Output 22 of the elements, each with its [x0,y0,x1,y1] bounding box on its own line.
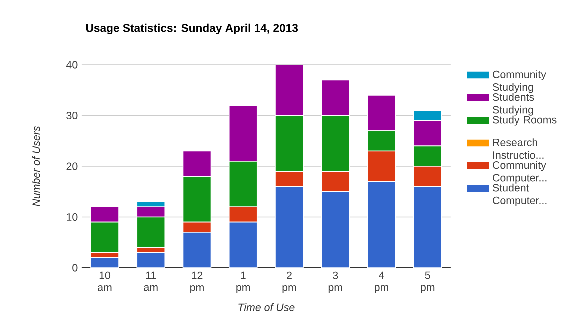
x-tick-label: 5 pm [421,272,435,294]
x-tick-label: 10 am [98,272,112,292]
x-tick-label: 12 pm [190,272,204,294]
legend-label: Community Computer... [493,161,547,184]
chart-title: Usage Statistics: Sunday April 14, 2013 [86,24,298,35]
legend-label: Student Computer... [492,184,547,207]
legend-label: Students Studying [492,93,534,116]
y-tick-label: 40 [66,61,78,69]
x-tick-label: 2 pm [282,272,296,294]
legend-label: Study Rooms [492,116,557,126]
y-tick-label: 20 [66,162,78,170]
y-tick-label: 0 [72,264,78,272]
x-tick-label: 3 pm [328,272,342,294]
y-axis-title: Number of Users [32,126,40,206]
x-axis-title: Time of Use [238,304,295,312]
x-tick-label: 4 pm [375,272,388,294]
legend-label: Community Studying [492,70,546,94]
x-tick-label: 1 pm [236,272,250,294]
legend-label: Research Instructio... [493,138,544,160]
x-tick-label: 11 am [144,272,158,292]
y-tick-label: 30 [66,112,78,120]
y-tick-label: 10 [67,213,78,222]
